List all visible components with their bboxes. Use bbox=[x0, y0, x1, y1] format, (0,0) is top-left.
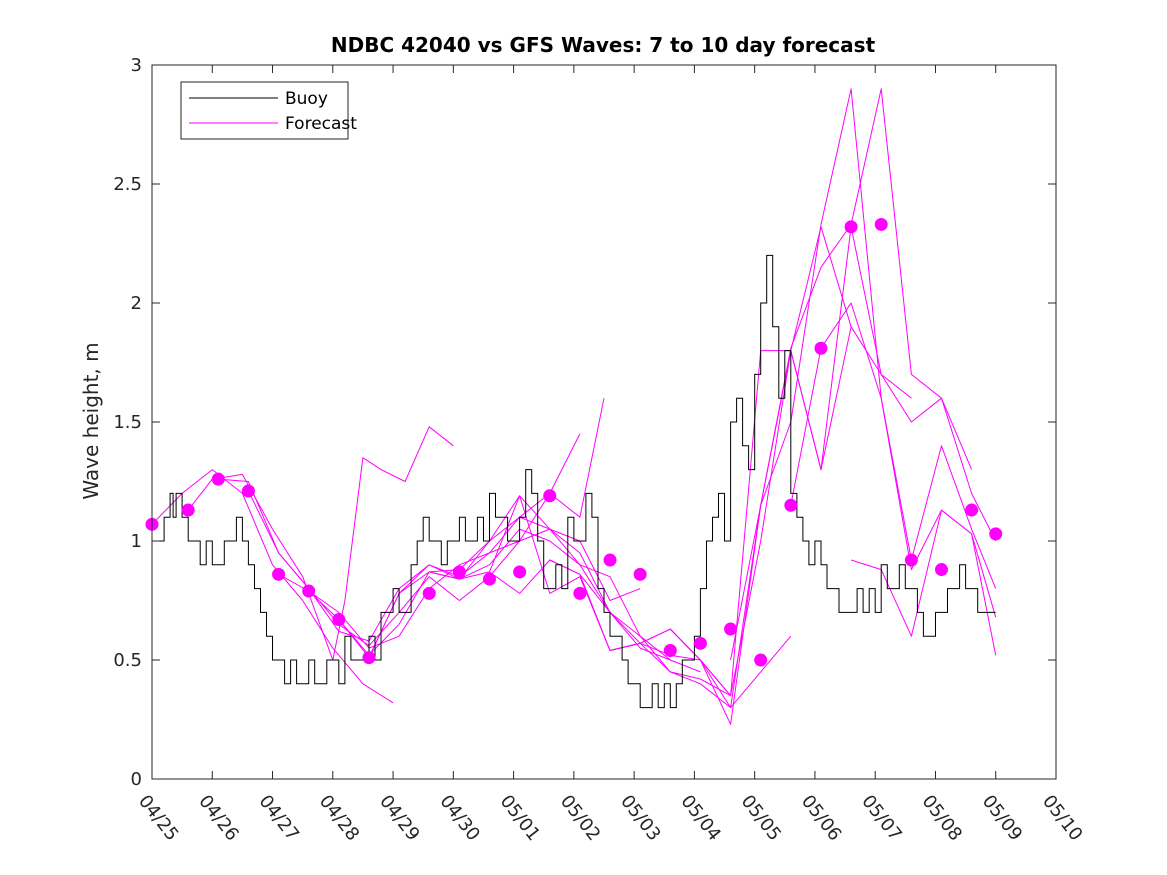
forecast-marker bbox=[513, 565, 527, 579]
x-tick-label: 05/04 bbox=[676, 791, 724, 845]
forecast-line-15 bbox=[850, 509, 997, 656]
legend-forecast-label: Forecast bbox=[285, 114, 357, 134]
chart-title: NDBC 42040 vs GFS Waves: 7 to 10 day for… bbox=[331, 33, 876, 57]
x-tick-label: 04/26 bbox=[194, 791, 242, 845]
forecast-line-13 bbox=[730, 88, 997, 661]
y-tick-label: 0 bbox=[131, 769, 142, 790]
x-tick-label: 05/07 bbox=[857, 791, 905, 845]
forecast-marker bbox=[422, 586, 436, 600]
forecast-marker bbox=[784, 498, 798, 512]
y-tick-label: 3 bbox=[131, 55, 142, 76]
x-tick-label: 04/28 bbox=[315, 791, 363, 845]
forecast-marker bbox=[844, 220, 858, 234]
forecast-marker bbox=[904, 553, 918, 567]
x-tick-label: 04/27 bbox=[255, 791, 303, 845]
forecast-marker bbox=[633, 567, 647, 581]
forecast-marker bbox=[814, 341, 828, 355]
y-tick-label: 0.5 bbox=[113, 650, 142, 671]
x-tick-label: 05/01 bbox=[496, 791, 544, 845]
y-axis-label: Wave height, m bbox=[79, 342, 103, 499]
x-tick-label: 05/03 bbox=[616, 791, 664, 845]
x-tick-label: 04/30 bbox=[435, 791, 483, 845]
forecast-marker bbox=[603, 553, 617, 567]
x-tick-label: 04/25 bbox=[134, 791, 182, 845]
forecast-marker bbox=[663, 643, 677, 657]
forecast-marker bbox=[211, 472, 225, 486]
forecast-marker bbox=[302, 584, 316, 598]
x-tick-label: 05/08 bbox=[918, 791, 966, 845]
x-tick-label: 05/02 bbox=[556, 791, 604, 845]
x-tick-label: 05/05 bbox=[737, 791, 785, 845]
forecast-marker bbox=[989, 527, 1003, 541]
forecast-marker bbox=[573, 586, 587, 600]
y-tick-label: 2 bbox=[131, 293, 142, 314]
legend-box bbox=[180, 81, 349, 140]
legend-buoy-label: Buoy bbox=[285, 89, 328, 109]
y-tick-label: 1 bbox=[131, 531, 142, 552]
x-tick-label: 05/09 bbox=[978, 791, 1026, 845]
x-tick-label: 05/10 bbox=[1038, 791, 1086, 845]
forecast-marker bbox=[934, 563, 948, 577]
forecast-marker bbox=[332, 613, 346, 627]
forecast-marker bbox=[693, 636, 707, 650]
forecast-marker bbox=[181, 503, 195, 517]
forecast-marker bbox=[241, 484, 255, 498]
forecast-marker bbox=[272, 567, 286, 581]
forecast-marker bbox=[452, 565, 466, 579]
forecast-marker bbox=[965, 503, 979, 517]
y-tick-label: 1.5 bbox=[113, 412, 142, 433]
x-tick-label: 04/29 bbox=[375, 791, 423, 845]
forecast-marker bbox=[724, 622, 738, 636]
x-tick-label: 05/06 bbox=[797, 791, 845, 845]
forecast-marker bbox=[543, 489, 557, 503]
forecast-line-12 bbox=[669, 226, 997, 697]
legend: Buoy Forecast bbox=[180, 81, 357, 140]
forecast-marker bbox=[874, 217, 888, 231]
marker-layer bbox=[145, 217, 1003, 667]
forecast-marker bbox=[754, 653, 768, 667]
y-tick-label: 2.5 bbox=[113, 174, 142, 195]
plot-area bbox=[152, 65, 1056, 779]
forecast-line-1 bbox=[187, 426, 454, 661]
forecast-marker bbox=[362, 651, 376, 665]
buoy-line bbox=[152, 254, 996, 709]
forecast-line-0 bbox=[151, 469, 394, 704]
forecast-marker bbox=[482, 572, 496, 586]
